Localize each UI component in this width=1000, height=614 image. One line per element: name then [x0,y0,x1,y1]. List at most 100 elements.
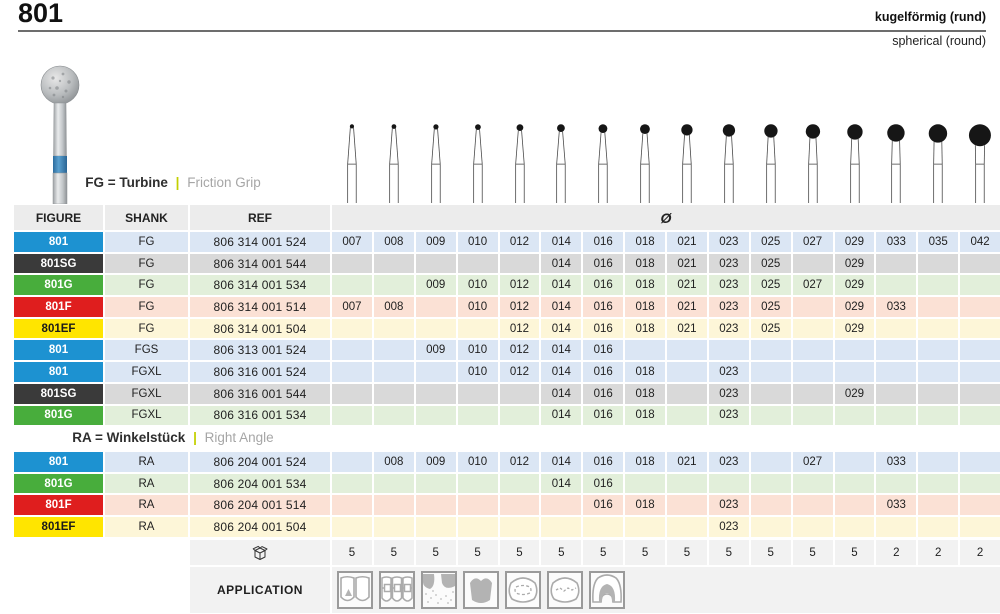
size-cell-012 [499,405,540,426]
figure-badge-801EF: 801EF [14,318,103,339]
size-cell-023: 023 [708,495,749,516]
size-cell-009: 009 [415,232,456,252]
size-cell-023: 023 [708,405,749,426]
size-cell-010 [457,318,498,339]
shank-cell: FG [105,253,188,274]
bur-drawing-023 [709,118,749,203]
size-cell-035 [918,495,959,516]
size-cell-033: 033 [876,495,917,516]
size-cell-027 [792,340,833,361]
size-cell-025 [750,517,791,537]
qty-cell-029: 5 [834,540,875,565]
qty-cell-033: 2 [876,540,917,565]
size-cell-035 [918,517,959,537]
bur-drawing-010 [458,118,498,203]
size-cell-009: 009 [415,275,456,296]
size-cell-029 [834,452,875,472]
size-cell-025: 025 [750,253,791,274]
size-cell-007: 007 [332,232,372,252]
figure-badge-801SG: 801SG [14,253,103,274]
column-header-diameter: Ø [332,205,1000,230]
size-cell-008 [373,362,414,382]
ref-cell: 806 313 001 524 [190,340,330,361]
size-cell-025: 025 [750,275,791,296]
size-cell-033 [876,275,917,296]
product-name-de: kugelförmig (rund) [874,10,986,24]
size-cell-010: 010 [457,452,498,472]
application-spacer [14,567,103,613]
size-cell-023: 023 [708,275,749,296]
size-cell-018: 018 [625,383,665,404]
application-spacer [105,567,188,613]
size-cell-027 [792,253,833,274]
ref-cell: 806 204 001 514 [190,495,330,516]
application-icons [332,567,1000,613]
figure-badge-801: 801 [14,362,103,382]
size-cell-023: 023 [708,318,749,339]
size-cell-007 [332,517,372,537]
size-cell-010: 010 [457,297,498,317]
size-cell-021: 021 [667,232,707,252]
qty-cell-025: 5 [750,540,791,565]
shank-cell: RA [105,452,188,472]
size-cell-010 [457,405,498,426]
column-header-figure: FIGURE [14,205,103,230]
size-cell-007 [332,405,372,426]
shank-cell: RA [105,473,188,494]
size-cell-033: 033 [876,232,917,252]
size-cell-010 [457,473,498,494]
size-cell-016 [583,517,624,537]
figure-badge-801: 801 [14,232,103,252]
bur-spacer [14,118,103,203]
shank-cell: FGXL [105,405,188,426]
size-cell-007 [332,253,372,274]
qty-cell-027: 5 [792,540,833,565]
qty-spacer [105,540,188,565]
column-header-ref: REF [190,205,330,230]
size-cell-009 [415,517,456,537]
size-cell-009: 009 [415,340,456,361]
size-cell-010 [457,253,498,274]
size-cell-035 [918,452,959,472]
size-cell-033 [876,517,917,537]
ref-cell: 806 316 001 524 [190,362,330,382]
size-cell-009: 009 [415,452,456,472]
size-cell-018: 018 [625,452,665,472]
bur-spacer [105,118,188,203]
ra-rows: 801 RA 806 204 001 524 008 009 010 012 014 016 01… [14,452,1000,537]
figure-badge-801G: 801G [14,275,103,296]
bur-drawing-042 [960,118,1000,203]
size-cell-027 [792,318,833,339]
ref-cell: 806 314 001 514 [190,297,330,317]
size-cell-012: 012 [499,362,540,382]
bur-glyph-033 [887,124,906,203]
size-cell-029 [834,362,875,382]
size-cell-025: 025 [750,232,791,252]
package-box-icon [252,545,268,560]
size-cell-027 [792,297,833,317]
size-cell-042 [960,452,1000,472]
qty-cell-023: 5 [708,540,749,565]
size-cell-033: 033 [876,452,917,472]
page-title: 801 [18,0,64,28]
ref-cell: 806 316 001 544 [190,383,330,404]
ra-label-bold: RA = Winkelstück [72,430,186,445]
qty-cell-008: 5 [373,540,414,565]
size-cell-021: 021 [667,452,707,472]
size-cell-035 [918,340,959,361]
size-cell-012 [499,495,540,516]
bur-glyph-010 [472,124,483,203]
ref-cell: 806 314 001 534 [190,275,330,296]
bur-glyph-035 [928,124,948,203]
shank-cell: FG [105,297,188,317]
size-cell-016: 016 [583,383,624,404]
fg-rows: 801 FG 806 314 001 524 007 008 009 010 012 014 01… [14,232,1000,426]
size-cell-027: 027 [792,275,833,296]
size-cell-014: 014 [541,275,582,296]
figure-badge-801SG: 801SG [14,383,103,404]
ref-cell: 806 204 001 504 [190,517,330,537]
orthodontic-brackets-icon [379,571,415,609]
bur-glyph-014 [556,124,566,203]
size-cell-035: 035 [918,232,959,252]
